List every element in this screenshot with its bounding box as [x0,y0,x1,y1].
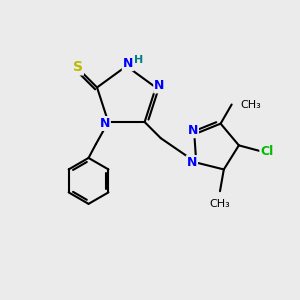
Text: Cl: Cl [260,145,274,158]
Text: N: N [100,117,110,130]
Text: CH₃: CH₃ [240,100,261,110]
Text: N: N [188,124,198,137]
Text: H: H [134,55,143,64]
Text: N: N [123,57,133,70]
Text: CH₃: CH₃ [210,200,230,209]
Text: N: N [187,156,197,169]
Text: S: S [73,60,83,74]
Text: N: N [154,80,165,92]
